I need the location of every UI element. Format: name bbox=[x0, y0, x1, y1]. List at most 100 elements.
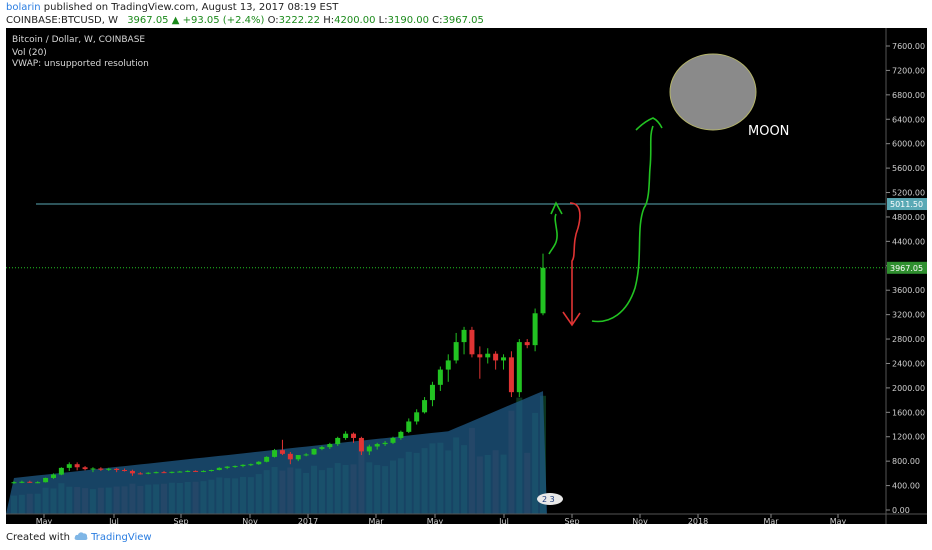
candle-body[interactable] bbox=[524, 342, 530, 346]
candle-body[interactable] bbox=[248, 464, 254, 466]
candle-body[interactable] bbox=[232, 466, 238, 468]
candle-body[interactable] bbox=[429, 384, 435, 401]
candle-body[interactable] bbox=[256, 461, 262, 465]
candle-body[interactable] bbox=[532, 313, 538, 346]
candle-body[interactable] bbox=[501, 357, 507, 361]
candle-body[interactable] bbox=[122, 470, 128, 472]
candle-body[interactable] bbox=[137, 473, 143, 475]
time-tick-label: Jul bbox=[108, 517, 119, 524]
candle-body[interactable] bbox=[319, 447, 325, 449]
candle-body[interactable] bbox=[90, 468, 96, 470]
candle-body[interactable] bbox=[200, 470, 206, 472]
candle-body[interactable] bbox=[177, 471, 183, 473]
candle-body[interactable] bbox=[153, 472, 159, 474]
candle-body[interactable] bbox=[516, 342, 522, 393]
time-tick-label: May bbox=[427, 517, 444, 524]
candle-body[interactable] bbox=[264, 456, 270, 462]
close-value: 3967.05 bbox=[442, 15, 484, 26]
open-label: O: bbox=[267, 15, 279, 26]
candle-body[interactable] bbox=[193, 470, 199, 472]
vwap-legend: VWAP: unsupported resolution bbox=[12, 59, 149, 69]
candle-body[interactable] bbox=[287, 453, 293, 460]
candle-body[interactable] bbox=[82, 467, 88, 470]
candle-body[interactable] bbox=[161, 472, 167, 474]
candle-body[interactable] bbox=[169, 471, 175, 473]
candle-body[interactable] bbox=[50, 474, 56, 478]
close-label: C: bbox=[432, 15, 443, 26]
last-price-tag bbox=[887, 261, 927, 274]
candle-body[interactable] bbox=[540, 267, 546, 314]
candle-body[interactable] bbox=[390, 437, 396, 443]
candle-body[interactable] bbox=[485, 353, 491, 358]
price-axis[interactable] bbox=[886, 28, 927, 524]
candle-body[interactable] bbox=[58, 467, 64, 475]
candle-body[interactable] bbox=[437, 369, 443, 385]
event-badge-text: 2 3 bbox=[542, 495, 555, 504]
candle-body[interactable] bbox=[343, 433, 349, 438]
candle-body[interactable] bbox=[461, 329, 467, 343]
green-moon-arrow[interactable] bbox=[591, 125, 654, 323]
candle-body[interactable] bbox=[208, 470, 214, 472]
created-with-label: Created with bbox=[6, 532, 70, 543]
green-short-arrow[interactable] bbox=[548, 213, 558, 255]
time-tick-label: May bbox=[830, 517, 847, 524]
candle-body[interactable] bbox=[19, 481, 25, 483]
tradingview-cloud-icon bbox=[74, 532, 88, 540]
time-tick-label: Nov bbox=[632, 517, 648, 524]
candle-body[interactable] bbox=[43, 477, 49, 483]
candle-body[interactable] bbox=[224, 466, 230, 468]
candle-body[interactable] bbox=[406, 421, 412, 432]
candle-body[interactable] bbox=[469, 329, 475, 355]
candle-body[interactable] bbox=[327, 444, 333, 448]
chart-area[interactable]: MOON 2 3 0.00 400.00 800.00 1200.00 1600.00 2… bbox=[6, 28, 927, 524]
tradingview-link[interactable]: TradingView bbox=[91, 532, 152, 543]
candle-body[interactable] bbox=[374, 444, 380, 447]
open-value: 3222.22 bbox=[278, 15, 321, 26]
candle-body[interactable] bbox=[11, 482, 17, 484]
candle-body[interactable] bbox=[145, 472, 151, 474]
candle-body[interactable] bbox=[114, 468, 120, 471]
candle-body[interactable] bbox=[74, 464, 80, 468]
time-tick-label: Jul bbox=[498, 517, 509, 524]
candle-body[interactable] bbox=[35, 482, 41, 484]
candle-body[interactable] bbox=[216, 467, 222, 471]
candle-body[interactable] bbox=[106, 468, 112, 470]
time-tick-label: Sep bbox=[173, 517, 188, 524]
price-tick-label: 0.00 bbox=[892, 506, 910, 515]
red-range-arrow[interactable] bbox=[569, 202, 581, 325]
moon-shape[interactable] bbox=[669, 53, 757, 131]
candle-body[interactable] bbox=[358, 437, 364, 452]
candle-body[interactable] bbox=[422, 400, 428, 413]
candle-body[interactable] bbox=[240, 464, 246, 467]
candle-body[interactable] bbox=[398, 431, 404, 438]
green-short-arrowhead bbox=[550, 201, 563, 215]
candle-body[interactable] bbox=[27, 481, 33, 483]
candle-body[interactable] bbox=[295, 455, 301, 460]
candle-body[interactable] bbox=[453, 342, 459, 361]
candle-body[interactable] bbox=[445, 360, 451, 370]
series-title: Bitcoin / Dollar, W, COINBASE bbox=[12, 35, 146, 45]
candle-body[interactable] bbox=[366, 446, 372, 452]
event-badge[interactable]: 2 3 bbox=[537, 493, 563, 505]
candle-body[interactable] bbox=[508, 357, 514, 393]
candle-body[interactable] bbox=[414, 412, 420, 422]
price-tick-label: 6400.00 bbox=[892, 115, 925, 124]
candle-body[interactable] bbox=[185, 470, 191, 472]
candle-body[interactable] bbox=[66, 464, 72, 468]
candle-body[interactable] bbox=[335, 437, 341, 445]
price-chart[interactable]: MOON 2 3 0.00 400.00 800.00 1200.00 1600.00 2… bbox=[6, 28, 927, 524]
candle-body[interactable] bbox=[303, 454, 309, 456]
candle-body[interactable] bbox=[98, 468, 104, 470]
candle-body[interactable] bbox=[279, 450, 285, 454]
candle-body[interactable] bbox=[477, 354, 483, 358]
footer: Created with TradingView bbox=[6, 532, 152, 543]
candle-body[interactable] bbox=[351, 433, 357, 438]
candle-body[interactable] bbox=[272, 450, 278, 457]
candle-body[interactable] bbox=[382, 442, 388, 445]
candle-body[interactable] bbox=[311, 448, 317, 455]
candle-body[interactable] bbox=[129, 470, 135, 474]
author-link[interactable]: bolarin bbox=[6, 2, 41, 13]
price-tick-label: 2800.00 bbox=[892, 335, 925, 344]
price-tick-label: 2000.00 bbox=[892, 384, 925, 393]
candle-body[interactable] bbox=[493, 353, 499, 361]
